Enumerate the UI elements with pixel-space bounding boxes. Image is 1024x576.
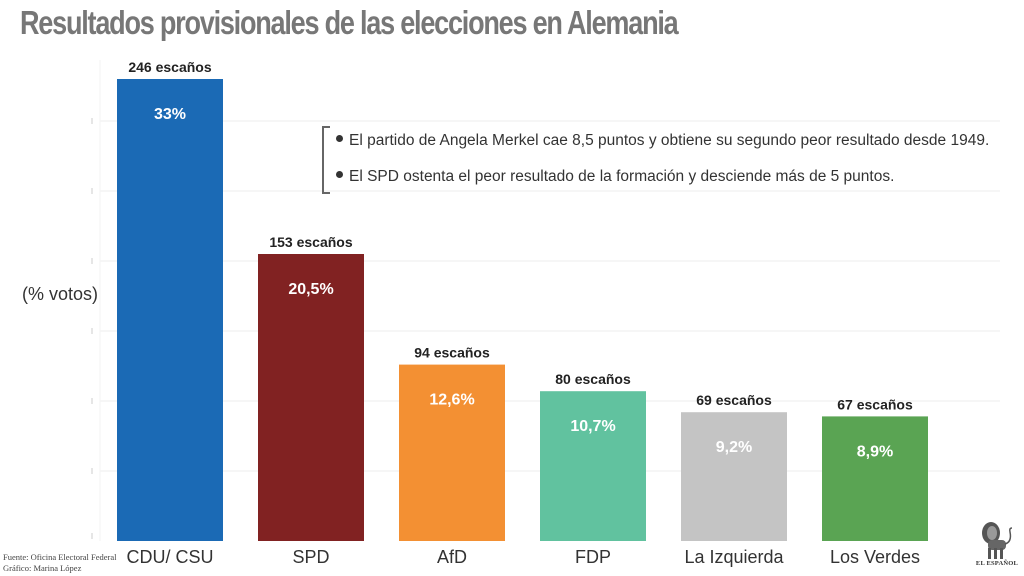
labels: 246 escaños 33% CDU/ CSU 153 escaños 20,5% SP… [126,59,920,567]
x-tick-label: AfD [437,547,467,567]
bar [822,416,928,541]
x-tick-label: SPD [292,547,329,567]
bar [540,391,646,541]
logo-text: EL ESPAÑOL [975,560,1019,567]
source-credit: Fuente: Oficina Electoral Federal Gráfic… [3,552,117,574]
bars [117,79,928,541]
bar [258,254,364,541]
seats-label: 94 escaños [414,345,490,361]
x-tick-label: CDU/ CSU [126,547,213,567]
value-label: 20,5% [288,281,333,298]
chart-title: Resultados provisionales de las eleccion… [20,4,679,41]
bar [117,79,223,541]
annotation-box: El partido de Angela Merkel cae 8,5 punt… [322,126,1002,194]
value-label: 12,6% [429,392,474,409]
y-axis-label: (% votos) [22,284,99,304]
x-tick-label: Los Verdes [830,547,920,567]
seats-label: 153 escaños [269,234,352,250]
x-tick-label: La Izquierda [684,547,784,567]
x-tick-label: FDP [575,547,611,567]
seats-label: 246 escaños [128,59,211,75]
logo: EL ESPAÑOL [974,520,1020,572]
annotation-item: El partido de Angela Merkel cae 8,5 punt… [336,132,989,150]
annotation-text: El partido de Angela Merkel cae 8,5 punt… [349,132,990,149]
annotation-text: El SPD ostenta el peor resultado de la f… [349,168,895,185]
bar [681,412,787,541]
value-label: 9,2% [716,439,752,456]
value-label: 8,9% [857,443,893,460]
annotation-item: El SPD ostenta el peor resultado de la f… [336,168,894,186]
value-label: 33% [154,106,186,123]
seats-label: 69 escaños [696,392,772,408]
bracket [322,126,330,194]
lion-icon [982,522,1013,559]
source-line: Fuente: Oficina Electoral Federal [3,552,117,562]
seats-label: 67 escaños [837,396,913,412]
bullet-icon [336,135,343,143]
seats-label: 80 escaños [555,371,631,387]
bullet-icon [336,171,343,179]
value-label: 10,7% [570,418,615,435]
credit-line: Gráfico: Marina López [3,563,82,573]
bar [399,364,505,541]
